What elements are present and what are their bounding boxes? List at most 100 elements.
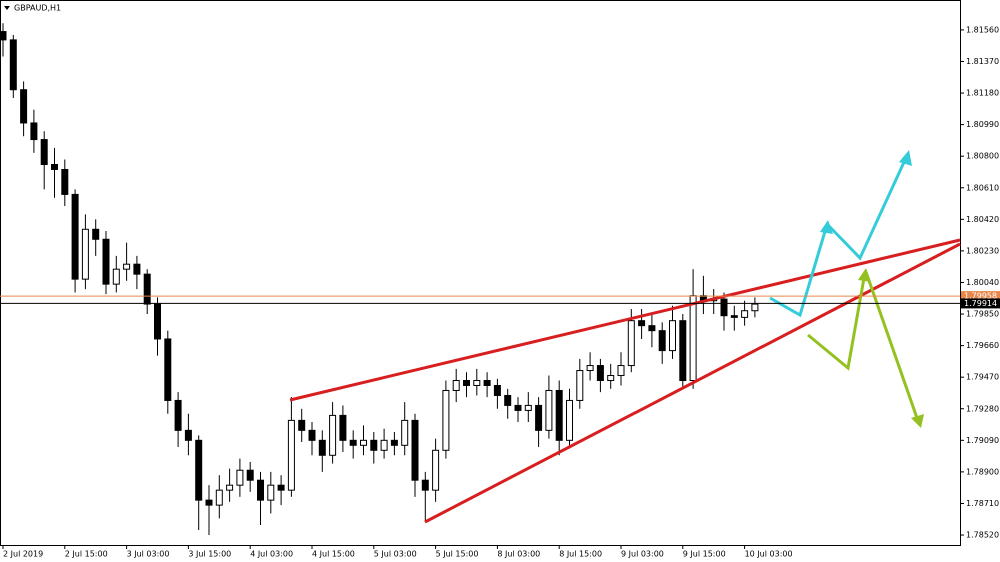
candle-body [607, 375, 615, 382]
candle-body [164, 338, 172, 401]
candle-body [638, 320, 646, 327]
arrowhead [899, 150, 912, 166]
x-tick-label: 9 Jul 03:00 [621, 550, 664, 559]
candle-body [566, 399, 573, 441]
candle-body [133, 263, 141, 275]
candle-body [669, 320, 676, 352]
candle-body [81, 228, 89, 280]
candle-body [720, 298, 728, 317]
x-tick-label: 3 Jul 03:00 [127, 550, 170, 559]
candle-body [51, 163, 58, 170]
candle-body [514, 404, 522, 411]
candle-body [30, 122, 38, 141]
candle-body [205, 499, 213, 506]
price-label-box [961, 298, 1000, 309]
candle-body [71, 193, 79, 280]
y-tick-label: 1.79280 [966, 404, 999, 413]
candle-body [586, 365, 594, 372]
candle-body [143, 273, 151, 305]
candle-body [246, 469, 254, 481]
candle-body [401, 419, 409, 446]
candle-body [195, 439, 203, 501]
candle-body [226, 484, 234, 491]
candle-body [267, 484, 275, 501]
candle-body [92, 228, 100, 240]
x-tick-label: 10 Jul 03:00 [745, 550, 793, 559]
candle-body [627, 320, 635, 367]
candle-body [483, 380, 491, 386]
candle-body [617, 365, 625, 377]
candle-body [432, 449, 440, 491]
y-tick-label: 1.78900 [966, 467, 999, 476]
candle-body [257, 479, 264, 501]
candle-body [442, 389, 450, 451]
chart-title: GBPAUD,H1 [14, 4, 61, 13]
candle-body [174, 399, 182, 431]
x-tick-label: 4 Jul 15:00 [312, 550, 355, 559]
y-tick-label: 1.80230 [966, 246, 999, 255]
candle-body [689, 295, 697, 382]
candle-body [524, 404, 532, 411]
candle-body [0, 31, 7, 41]
candle-body [545, 389, 553, 431]
candle-body [730, 315, 738, 318]
y-tick-label: 1.81180 [966, 89, 999, 98]
y-tick-label: 1.81560 [966, 25, 999, 34]
candle-body [452, 380, 460, 391]
y-tick-label: 1.79470 [966, 373, 999, 382]
y-tick-label: 1.80990 [966, 120, 999, 129]
x-tick-label: 4 Jul 03:00 [250, 550, 293, 559]
candle-body [390, 439, 398, 446]
candle-body [741, 310, 749, 318]
y-tick-label: 1.81370 [966, 57, 999, 66]
candle-body [318, 439, 326, 456]
x-tick-label: 9 Jul 15:00 [683, 550, 726, 559]
plot-frame [0, 0, 961, 546]
candle-body [493, 384, 501, 396]
candle-body [596, 365, 604, 382]
menu-triangle[interactable] [4, 6, 10, 10]
y-tick-label: 1.80610 [966, 183, 999, 192]
candle-body [349, 439, 357, 446]
candle-body [411, 419, 419, 481]
candle-body [360, 439, 367, 446]
x-tick-label: 2 Jul 2019 [3, 550, 43, 559]
x-tick-label: 2 Jul 15:00 [65, 550, 108, 559]
candle-body [380, 439, 388, 451]
y-tick-label: 1.78710 [966, 499, 999, 508]
candle-body [535, 404, 543, 431]
candle-body [287, 419, 295, 491]
candle-body [576, 370, 584, 401]
x-tick-label: 5 Jul 15:00 [436, 550, 479, 559]
candle-body [473, 380, 481, 386]
candle-body [184, 429, 192, 441]
candle-body [751, 303, 759, 312]
y-tick-label: 1.80800 [966, 152, 999, 161]
y-tick-label: 1.78520 [966, 531, 999, 540]
x-tick-label: 3 Jul 15:00 [188, 550, 231, 559]
y-tick-label: 1.80040 [966, 278, 999, 287]
candle-body [40, 139, 48, 165]
trendline [289, 238, 961, 402]
candle-body [61, 168, 69, 195]
candle-body [112, 268, 120, 285]
candle-body [421, 479, 429, 491]
arrow-path [826, 159, 907, 261]
candle-body [463, 380, 470, 386]
price-label-box [961, 291, 1000, 302]
y-tick-label: 1.80420 [966, 215, 999, 224]
candle-body [370, 439, 378, 451]
candle-body [277, 484, 285, 491]
candle-body [504, 394, 512, 406]
marks [0, 23, 759, 536]
candle-body [329, 414, 337, 456]
price-label: 1.79958 [964, 292, 997, 301]
candle-body [308, 429, 316, 441]
candle-body [123, 263, 131, 270]
arrowhead [911, 414, 924, 428]
candle-body [236, 469, 244, 486]
arrowhead [820, 220, 833, 234]
candle-body [679, 320, 687, 382]
candle-body [20, 89, 28, 124]
